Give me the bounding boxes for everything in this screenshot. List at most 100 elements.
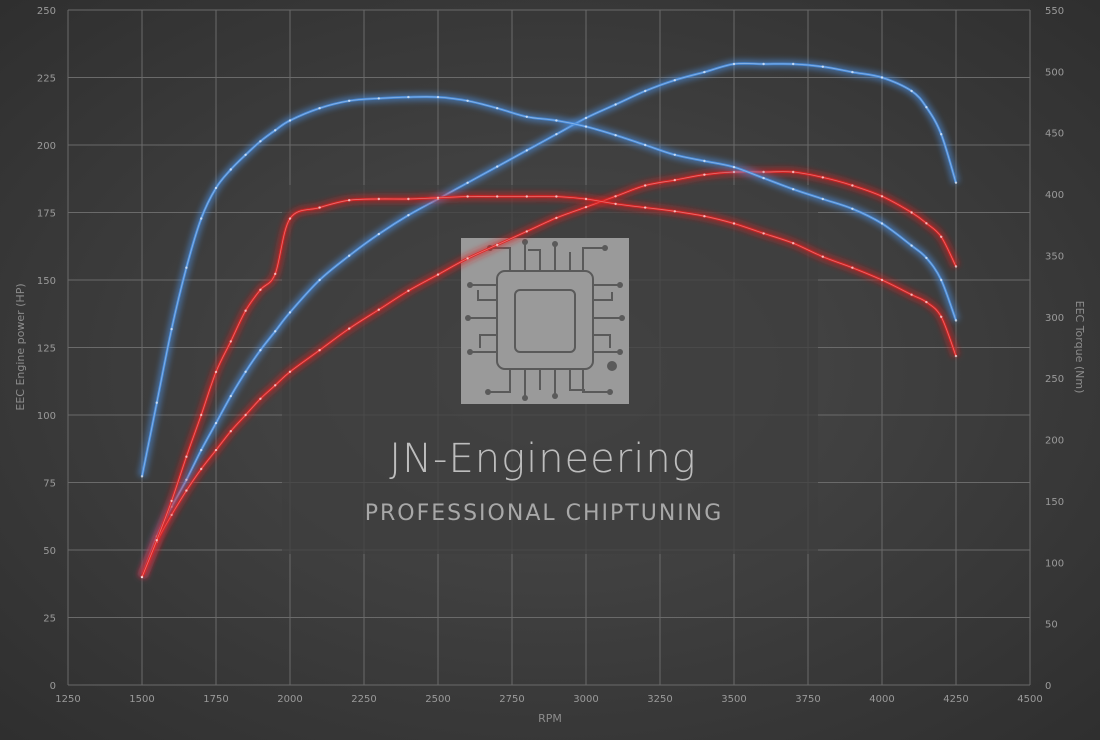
series-point xyxy=(910,244,913,247)
series-point xyxy=(244,370,247,373)
series-point xyxy=(732,165,736,169)
series-point xyxy=(436,95,440,99)
series-point xyxy=(762,232,765,235)
series-point xyxy=(821,197,824,201)
series-stock-left xyxy=(138,167,960,579)
y-tick-label-left: 225 xyxy=(37,74,56,85)
series-point xyxy=(259,397,262,400)
x-tick-label: 1250 xyxy=(55,694,80,705)
chip-icon xyxy=(461,238,629,404)
series-point xyxy=(214,448,218,452)
series-point xyxy=(703,159,706,163)
series-point xyxy=(348,199,351,202)
series-point xyxy=(925,256,928,260)
series-point xyxy=(762,170,765,174)
series-point xyxy=(200,217,203,220)
series-point xyxy=(466,181,469,184)
series-point xyxy=(821,176,824,179)
y-tick-label-right: 0 xyxy=(1045,681,1051,692)
series-point xyxy=(644,184,647,187)
y-tick-label-left: 125 xyxy=(37,344,56,355)
y-tick-label-left: 250 xyxy=(37,6,56,17)
series-point xyxy=(644,206,647,209)
series-point xyxy=(200,413,203,417)
x-ticks: 1250 1500 1750 2000 2250 2500 2750 3000 3250 3500… xyxy=(55,694,1042,705)
series-point xyxy=(792,62,795,66)
series-point xyxy=(851,70,854,74)
series-point xyxy=(910,211,913,214)
series-point xyxy=(274,129,277,132)
series-point xyxy=(377,232,380,236)
series-point xyxy=(954,181,958,184)
series-point xyxy=(555,216,558,220)
y-tick-label-right: 400 xyxy=(1045,190,1064,201)
series-point xyxy=(244,153,247,156)
series-point xyxy=(555,133,558,136)
series-point xyxy=(170,327,173,331)
series-point xyxy=(288,311,292,314)
series-point xyxy=(185,266,188,269)
series-point xyxy=(584,205,588,209)
series-point xyxy=(910,89,913,93)
series-point xyxy=(732,222,736,225)
series-point xyxy=(214,421,218,425)
x-tick-label: 4250 xyxy=(943,694,968,705)
series-point xyxy=(288,119,292,122)
series-point xyxy=(792,188,795,191)
series-point xyxy=(274,330,277,333)
series-point xyxy=(348,327,351,330)
series-point xyxy=(954,319,958,322)
series-point xyxy=(288,370,292,373)
series-point xyxy=(851,207,854,210)
series-point xyxy=(644,89,647,93)
y-tick-label-right: 300 xyxy=(1045,313,1064,324)
series-point xyxy=(703,70,706,74)
series-point xyxy=(584,197,588,201)
series-point xyxy=(214,370,218,374)
y-tick-label-left: 75 xyxy=(43,479,56,490)
series-point xyxy=(762,62,765,66)
series-point xyxy=(940,315,943,318)
series-point xyxy=(185,455,188,458)
series-point xyxy=(614,134,617,137)
series-point xyxy=(880,76,884,79)
series-point xyxy=(274,384,277,387)
series-point xyxy=(436,196,440,199)
y-axis-right-title: EEC Torque (Nm) xyxy=(1073,301,1086,394)
series-point xyxy=(170,499,173,503)
series-point xyxy=(436,273,440,276)
series-point xyxy=(407,197,410,201)
series-point xyxy=(244,413,247,417)
series-point xyxy=(496,107,499,110)
series-point xyxy=(525,115,528,119)
series-point xyxy=(925,300,928,304)
series-point xyxy=(880,222,884,225)
y-axis-left-title: EEC Engine power (HP) xyxy=(14,283,27,410)
series-point xyxy=(466,257,469,260)
series-point xyxy=(851,184,854,187)
series-point xyxy=(170,513,173,517)
series-point xyxy=(525,230,528,233)
series-point xyxy=(229,340,232,343)
series-point xyxy=(377,197,380,201)
y-tick-label-right: 150 xyxy=(1045,497,1064,508)
series-point xyxy=(348,99,351,103)
series-point xyxy=(140,475,144,478)
y-tick-label-right: 350 xyxy=(1045,251,1064,262)
series-point xyxy=(200,448,203,452)
series-point xyxy=(466,99,469,103)
series-point xyxy=(348,254,351,257)
series-point xyxy=(525,195,528,198)
series-point xyxy=(614,195,617,198)
series-point xyxy=(155,401,158,404)
series-stock-right xyxy=(138,192,960,579)
series-point xyxy=(792,242,795,245)
y-tick-label-left: 25 xyxy=(43,614,56,625)
series-point xyxy=(614,103,617,106)
series-point xyxy=(318,278,321,282)
x-tick-label: 1750 xyxy=(203,694,228,705)
series-point xyxy=(762,176,765,180)
series-point xyxy=(229,168,232,171)
y-ticks-right: 0 50 100 150 200 250 300 350 400 450 500 550 xyxy=(1045,6,1064,692)
series-point xyxy=(466,195,469,198)
